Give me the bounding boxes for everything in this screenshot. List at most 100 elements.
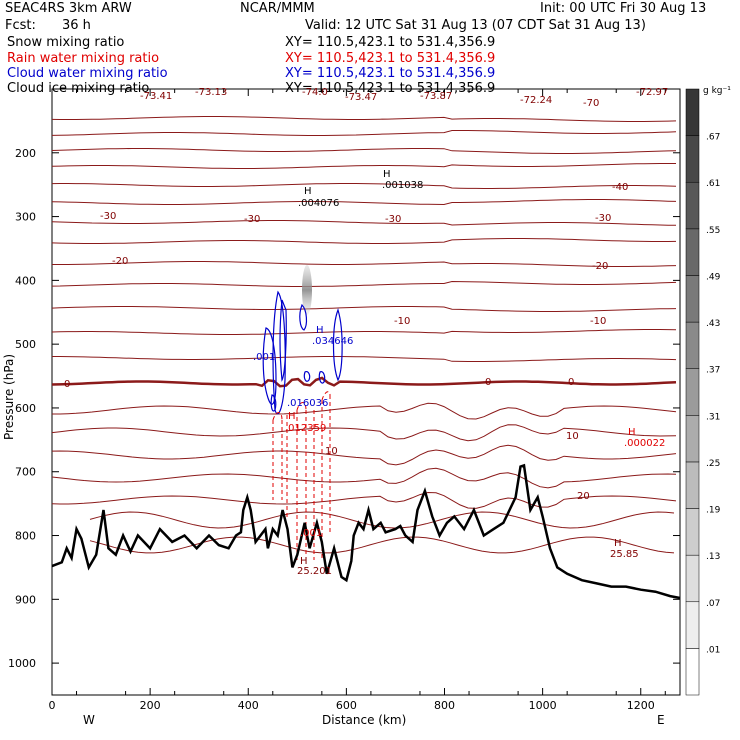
- x-axis-west-label: W: [83, 713, 95, 727]
- colorbar-swatch: [685, 275, 700, 323]
- x-tick-label: 600: [336, 699, 357, 712]
- colorbar-level-label: .43: [706, 319, 720, 329]
- x-axis-label: Distance (km): [322, 713, 406, 727]
- colorbar-level-label: .25: [706, 459, 720, 469]
- contour-label: -73.87: [420, 91, 452, 102]
- temperature-contour: [51, 220, 677, 226]
- colorbar-unit: g kg⁻¹: [703, 86, 731, 96]
- y-tick-label: 300: [15, 211, 36, 224]
- colorbar-level-label: .13: [706, 552, 720, 562]
- contour-label: 20: [577, 491, 590, 502]
- colorbar-swatch: [685, 321, 700, 369]
- extrema-marker: H: [300, 556, 308, 567]
- snow-shading: [302, 265, 312, 315]
- temperature-contour: [52, 261, 677, 267]
- x-axis-east-label: E: [657, 713, 665, 727]
- colorbar-level-label: .49: [706, 272, 721, 282]
- field-xy-snow: XY= 110.5,423.1 to 531.4,356.9: [285, 35, 496, 50]
- contour-label: 25.201: [297, 566, 332, 577]
- y-tick-label: 800: [15, 530, 36, 543]
- cloud-water-contours: [262, 290, 343, 415]
- colorbar-level-label: .61: [706, 179, 720, 189]
- rain-water-contours: [272, 391, 331, 560]
- field-name-rain: Rain water mixing ratio: [7, 51, 160, 66]
- x-axis: 0 200 400 600 800 1000 1200: [49, 89, 666, 712]
- contour-label: -74.0: [302, 87, 328, 98]
- extrema-value: .001: [300, 528, 322, 539]
- temperature-contour: [51, 183, 677, 189]
- field-xy-cloud-water: XY= 110.5,423.1 to 531.4,356.9: [285, 66, 496, 81]
- extrema-marker: H: [288, 411, 296, 422]
- contour-label: -73.13: [195, 87, 227, 98]
- x-tick-label: 800: [434, 699, 455, 712]
- temperature-contour: [51, 424, 677, 442]
- fcst-value: 36 h: [62, 18, 91, 33]
- extrema-value: .000022: [624, 438, 665, 449]
- extrema-marker: H: [383, 169, 391, 180]
- colorbar: .01 .07 .13 .19 .25 .31 .37 .43 .49 .55 .61 .67: [685, 88, 721, 696]
- valid-time: Valid: 12 UTC Sat 31 Aug 13 (07 CDT Sat …: [305, 18, 646, 33]
- colorbar-swatch: [685, 508, 700, 556]
- colorbar-swatch: [685, 228, 700, 276]
- colorbar-swatch: [685, 135, 700, 183]
- field-xy-rain: XY= 110.5,423.1 to 531.4,356.9: [285, 51, 496, 66]
- org-label: NCAR/MMM: [240, 1, 315, 16]
- fcst-label: Fcst:: [5, 18, 36, 33]
- colorbar-swatch: [685, 88, 700, 136]
- temperature-contour: [51, 491, 677, 509]
- colorbar-swatch: [685, 368, 700, 416]
- extrema-marker: H: [316, 325, 324, 336]
- contour-label: -73.47: [345, 92, 377, 103]
- extrema-value: .001038: [382, 180, 423, 191]
- temperature-contour: [52, 402, 677, 420]
- contour-label: -72.24: [520, 95, 552, 106]
- colorbar-swatch: [685, 648, 700, 696]
- contour-label: -30: [385, 214, 401, 225]
- field-name-snow: Snow mixing ratio: [7, 35, 125, 50]
- colorbar-swatch: [685, 554, 700, 603]
- extrema-value: .001: [253, 352, 275, 363]
- extrema-marker: H: [628, 427, 636, 438]
- colorbar-level-label: .37: [706, 366, 720, 376]
- x-tick-label: 1000: [529, 699, 557, 712]
- colorbar-level-label: .19: [706, 506, 721, 516]
- extrema-marker: H: [614, 538, 622, 549]
- colorbar-swatch: [685, 461, 700, 509]
- temperature-contour: [51, 116, 677, 122]
- temperature-contour: [51, 148, 677, 154]
- colorbar-level-label: .31: [706, 412, 720, 422]
- colorbar-level-label: .07: [706, 599, 720, 609]
- temperature-contour: [51, 238, 677, 244]
- contour-label: 0: [568, 377, 574, 388]
- temperature-contour: [51, 329, 677, 335]
- y-tick-label: 600: [15, 402, 36, 415]
- model-title: SEAC4RS 3km ARW: [5, 1, 132, 16]
- contour-label: 0: [485, 377, 491, 388]
- contour-label: 25.85: [610, 549, 639, 560]
- colorbar-level-label: .01: [706, 645, 720, 655]
- y-axis-label: Pressure (hPa): [2, 354, 16, 440]
- colorbar-level-label: .55: [706, 226, 720, 236]
- x-tick-label: 1200: [627, 699, 655, 712]
- contour-label: -72.97: [636, 87, 668, 98]
- contour-label: 0: [64, 379, 70, 390]
- init-time: Init: 00 UTC Fri 30 Aug 13: [540, 1, 707, 16]
- freezing-level-contour: [51, 376, 677, 388]
- contour-label: -70: [583, 98, 599, 109]
- y-tick-label: 900: [15, 593, 36, 606]
- y-tick-label: 1000: [8, 657, 36, 670]
- colorbar-swatch: [685, 181, 700, 230]
- colorbar-swatch: [685, 601, 700, 649]
- x-tick-label: 200: [140, 699, 161, 712]
- contour-label: -20: [112, 256, 128, 267]
- colorbar-level-label: .67: [706, 133, 720, 143]
- temperature-contour: [51, 199, 677, 206]
- plot-frame: [51, 88, 681, 696]
- temperature-contour: [51, 467, 677, 489]
- extrema-value: .034646: [312, 336, 353, 347]
- contour-label: -10: [394, 316, 410, 327]
- terrain-line: [51, 463, 681, 600]
- temperature-contour: [51, 280, 677, 287]
